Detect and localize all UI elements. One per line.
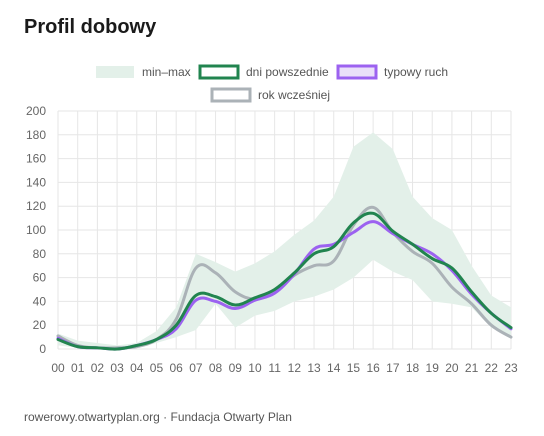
daily-profile-chart: 0 20 40 60 80 100 120 140 160 180 200 00 01 02 03 04 05… [26,64,518,375]
x-tick-label-13: 13 [307,361,321,375]
x-tick-label-08: 08 [209,361,223,375]
y-tick-label-80: 80 [33,247,47,261]
x-tick-label-01: 01 [71,361,85,375]
series-lines [56,205,513,351]
legend-swatch-rok-wcze-niej [210,87,252,103]
min-max-band [58,132,511,349]
footer-credit: rowerowy.otwartyplan.org · Fundacja Otwa… [24,410,292,424]
y-tick-label-120: 120 [26,199,46,213]
x-tick-label-20: 20 [445,361,459,375]
x-tick-label-18: 18 [406,361,420,375]
series-line-dni-powszednie [56,211,513,351]
x-tick-label-22: 22 [485,361,499,375]
x-tick-label-07: 07 [189,361,203,375]
x-axis-ticks: 00 01 02 03 04 05 06 07 08 09 10 11 12 13 14 15 16 17 18 19… [51,361,518,375]
x-tick-label-06: 06 [169,361,183,375]
x-tick-label-09: 09 [229,361,243,375]
x-tick-label-17: 17 [386,361,400,375]
y-tick-label-100: 100 [26,223,46,237]
x-tick-label-14: 14 [327,361,341,375]
x-tick-label-05: 05 [150,361,164,375]
legend-label-min-max: min–max [142,65,191,79]
legend-swatch-min-max [96,66,134,78]
x-tick-label-21: 21 [465,361,479,375]
y-tick-label-20: 20 [33,318,47,332]
legend-swatch-dni-powszednie [198,64,240,80]
x-tick-label-11: 11 [268,361,281,375]
x-tick-label-02: 02 [91,361,105,375]
y-tick-label-160: 160 [26,152,46,166]
legend: min–max dni powszednie typowy ruch rok wcze… [96,64,448,103]
y-tick-label-200: 200 [26,104,46,118]
y-axis-ticks: 0 20 40 60 80 100 120 140 160 180 200 [26,104,46,356]
legend-label-rok-wcze-niej: rok wcześniej [258,88,330,102]
chart-title: Profil dobowy [24,16,157,38]
x-tick-label-23: 23 [504,361,518,375]
legend-swatch-typowy-ruch [336,64,378,80]
legend-label-typowy-ruch: typowy ruch [384,65,448,79]
y-tick-label-40: 40 [33,294,47,308]
x-tick-label-16: 16 [366,361,380,375]
y-tick-label-0: 0 [39,342,46,356]
legend-label-dni-powszednie: dni powszednie [246,65,329,79]
x-tick-label-10: 10 [248,361,262,375]
y-tick-label-140: 140 [26,175,46,189]
band-area-min-max [58,132,511,349]
x-tick-label-00: 00 [51,361,65,375]
x-tick-label-19: 19 [426,361,440,375]
x-tick-label-12: 12 [288,361,302,375]
y-tick-label-180: 180 [26,128,46,142]
x-tick-label-03: 03 [110,361,124,375]
x-tick-label-15: 15 [347,361,361,375]
x-tick-label-04: 04 [130,361,144,375]
y-tick-label-60: 60 [33,271,47,285]
